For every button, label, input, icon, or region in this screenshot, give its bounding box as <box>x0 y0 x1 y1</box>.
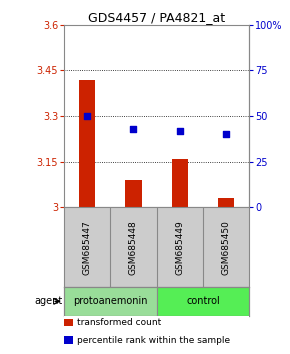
Text: GSM685448: GSM685448 <box>129 220 138 274</box>
Point <box>131 126 136 132</box>
Text: GSM685449: GSM685449 <box>175 220 184 274</box>
Point <box>177 128 182 133</box>
Bar <box>172 159 188 207</box>
Text: percentile rank within the sample: percentile rank within the sample <box>77 336 230 344</box>
Bar <box>125 180 142 207</box>
Bar <box>64 319 73 326</box>
Bar <box>218 198 234 207</box>
Text: transformed count: transformed count <box>77 318 161 327</box>
Text: protoanemonin: protoanemonin <box>73 296 147 306</box>
Point <box>224 131 229 137</box>
Title: GDS4457 / PA4821_at: GDS4457 / PA4821_at <box>88 11 225 24</box>
Bar <box>79 80 95 207</box>
Bar <box>64 287 157 315</box>
Text: GSM685447: GSM685447 <box>82 220 92 274</box>
Point <box>85 113 89 119</box>
Text: agent: agent <box>35 296 63 306</box>
Text: control: control <box>186 296 220 306</box>
Bar <box>64 336 73 344</box>
Text: GSM685450: GSM685450 <box>222 220 231 275</box>
Bar <box>157 287 249 315</box>
